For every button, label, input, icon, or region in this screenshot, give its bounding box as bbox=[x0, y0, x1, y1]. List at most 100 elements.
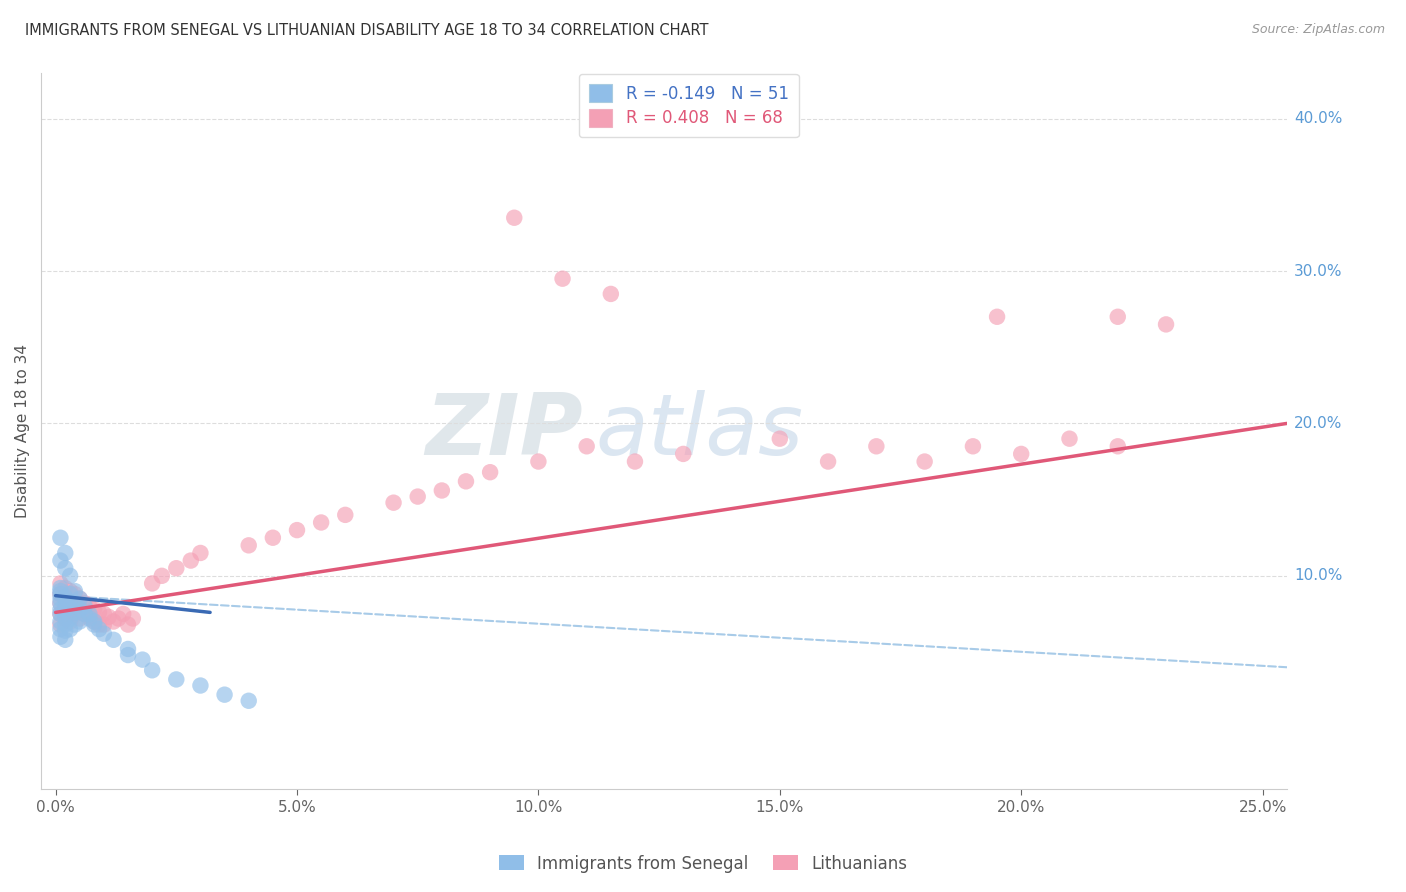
Point bbox=[141, 663, 163, 677]
Point bbox=[63, 596, 86, 610]
Point bbox=[59, 604, 82, 618]
Point bbox=[1154, 318, 1177, 332]
Point bbox=[73, 599, 96, 614]
Text: 30.0%: 30.0% bbox=[1295, 263, 1343, 278]
Point bbox=[624, 454, 647, 468]
Point bbox=[262, 531, 284, 545]
Point bbox=[87, 606, 110, 620]
Point bbox=[53, 602, 76, 616]
Point bbox=[59, 587, 82, 601]
Point bbox=[150, 569, 173, 583]
Point bbox=[79, 610, 101, 624]
Point bbox=[53, 610, 76, 624]
Legend: Immigrants from Senegal, Lithuanians: Immigrants from Senegal, Lithuanians bbox=[492, 848, 914, 880]
Point bbox=[53, 591, 76, 606]
Point bbox=[575, 439, 598, 453]
Point bbox=[914, 454, 936, 468]
Point bbox=[63, 584, 86, 599]
Point bbox=[1107, 310, 1129, 324]
Point bbox=[479, 465, 502, 479]
Point bbox=[599, 287, 621, 301]
Point bbox=[59, 611, 82, 625]
Text: 20.0%: 20.0% bbox=[1295, 416, 1343, 431]
Point bbox=[49, 581, 72, 595]
Point bbox=[63, 617, 86, 632]
Point bbox=[112, 607, 135, 621]
Point bbox=[69, 600, 91, 615]
Point bbox=[53, 617, 76, 632]
Point bbox=[180, 553, 202, 567]
Point bbox=[79, 599, 101, 614]
Point bbox=[141, 576, 163, 591]
Text: IMMIGRANTS FROM SENEGAL VS LITHUANIAN DISABILITY AGE 18 TO 34 CORRELATION CHART: IMMIGRANTS FROM SENEGAL VS LITHUANIAN DI… bbox=[25, 23, 709, 38]
Point bbox=[1010, 447, 1032, 461]
Point bbox=[69, 602, 91, 616]
Point bbox=[49, 596, 72, 610]
Point bbox=[335, 508, 357, 522]
Point bbox=[53, 611, 76, 625]
Text: ZIP: ZIP bbox=[426, 390, 583, 473]
Point bbox=[190, 546, 212, 560]
Point bbox=[117, 617, 139, 632]
Text: atlas: atlas bbox=[595, 390, 803, 473]
Point bbox=[49, 630, 72, 644]
Point bbox=[93, 617, 115, 632]
Point bbox=[817, 454, 839, 468]
Point bbox=[69, 615, 91, 629]
Point bbox=[53, 590, 76, 604]
Point bbox=[63, 606, 86, 620]
Point bbox=[49, 617, 72, 632]
Point bbox=[103, 632, 125, 647]
Point bbox=[53, 624, 76, 638]
Point bbox=[382, 496, 405, 510]
Point bbox=[49, 591, 72, 606]
Point bbox=[53, 602, 76, 616]
Point bbox=[59, 584, 82, 599]
Point bbox=[1059, 432, 1081, 446]
Point bbox=[49, 587, 72, 601]
Point bbox=[165, 561, 187, 575]
Point bbox=[49, 584, 72, 599]
Point bbox=[551, 271, 574, 285]
Point bbox=[49, 531, 72, 545]
Point bbox=[59, 600, 82, 615]
Point bbox=[73, 607, 96, 621]
Y-axis label: Disability Age 18 to 34: Disability Age 18 to 34 bbox=[15, 344, 30, 518]
Point bbox=[117, 642, 139, 657]
Legend: R = -0.149   N = 51, R = 0.408   N = 68: R = -0.149 N = 51, R = 0.408 N = 68 bbox=[579, 74, 799, 137]
Point bbox=[1107, 439, 1129, 453]
Point bbox=[53, 596, 76, 610]
Point bbox=[121, 611, 143, 625]
Point bbox=[73, 607, 96, 621]
Point bbox=[454, 475, 477, 489]
Point bbox=[986, 310, 1008, 324]
Point bbox=[87, 617, 110, 632]
Point bbox=[49, 553, 72, 567]
Point bbox=[63, 607, 86, 621]
Point bbox=[59, 622, 82, 636]
Point bbox=[87, 622, 110, 636]
Point bbox=[53, 632, 76, 647]
Point bbox=[131, 652, 153, 666]
Point bbox=[103, 615, 125, 629]
Point bbox=[49, 596, 72, 610]
Point bbox=[97, 610, 120, 624]
Point bbox=[285, 523, 308, 537]
Point bbox=[962, 439, 984, 453]
Point bbox=[406, 490, 429, 504]
Point bbox=[190, 679, 212, 693]
Point bbox=[83, 602, 105, 616]
Point bbox=[63, 587, 86, 601]
Point bbox=[214, 688, 236, 702]
Point bbox=[93, 626, 115, 640]
Text: 10.0%: 10.0% bbox=[1295, 568, 1343, 583]
Point bbox=[527, 454, 550, 468]
Point bbox=[430, 483, 453, 498]
Point bbox=[49, 587, 72, 601]
Point bbox=[59, 615, 82, 629]
Point bbox=[63, 596, 86, 610]
Point bbox=[238, 538, 260, 552]
Point bbox=[83, 617, 105, 632]
Point bbox=[117, 648, 139, 662]
Point bbox=[49, 607, 72, 621]
